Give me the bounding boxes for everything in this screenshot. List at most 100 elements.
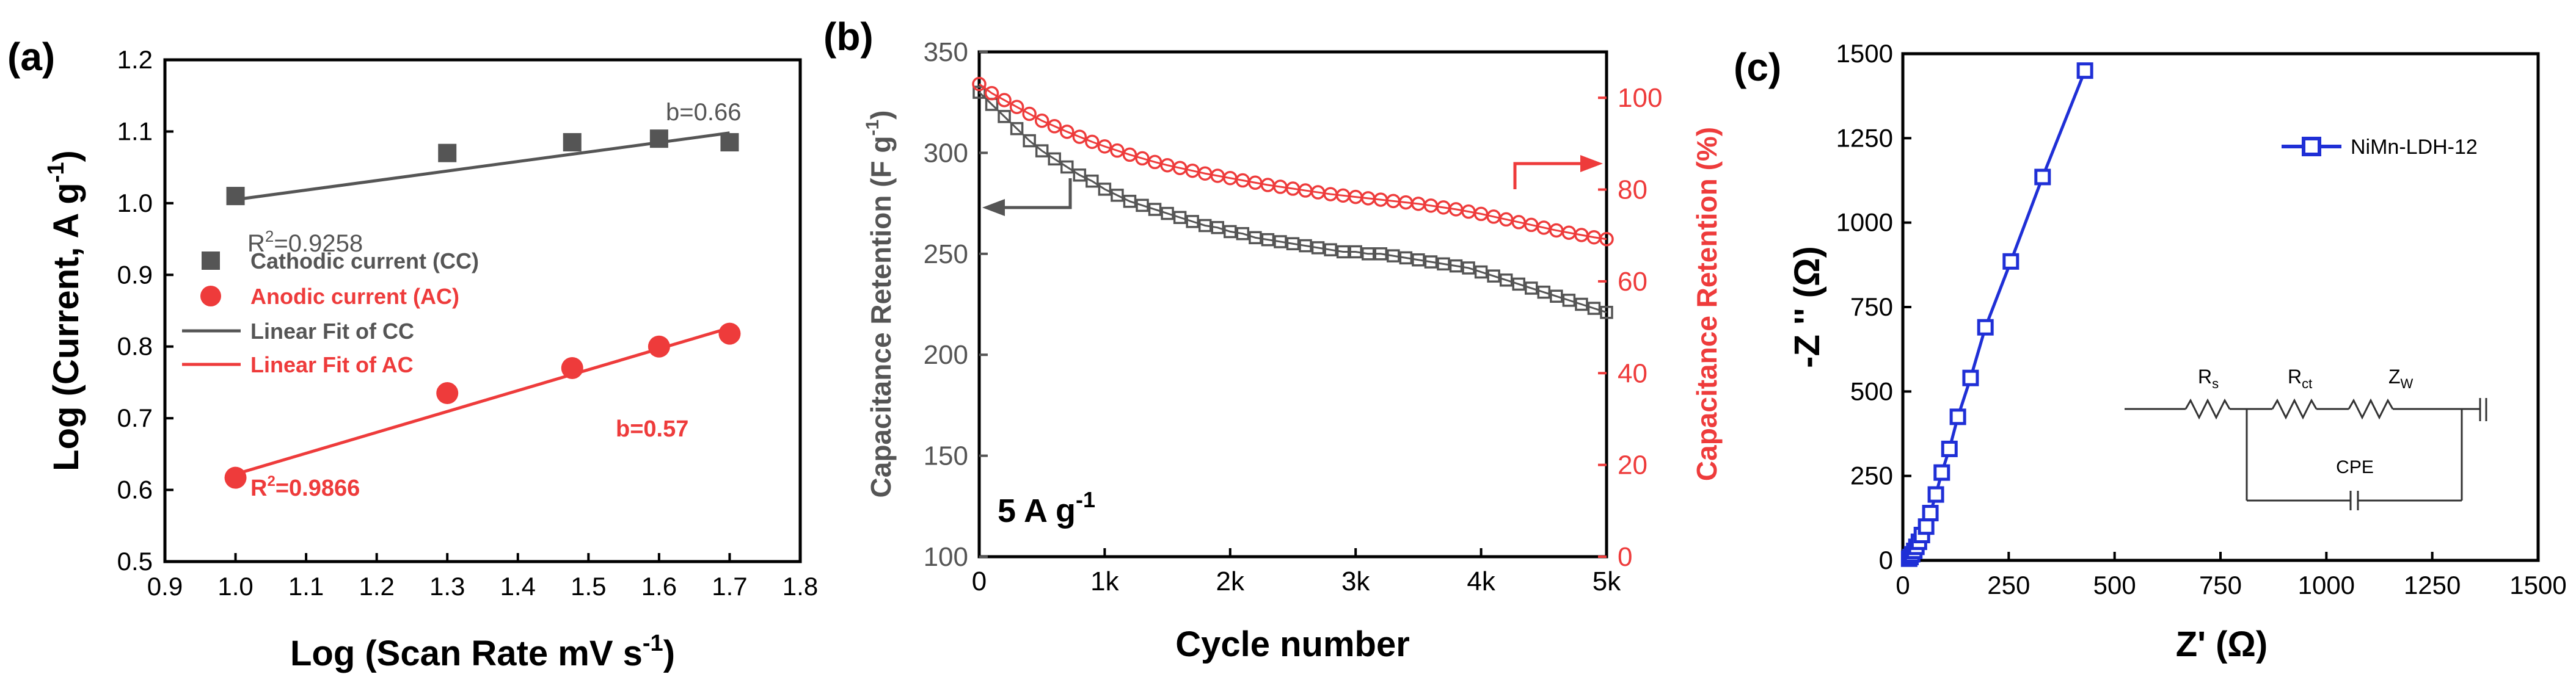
cc-point xyxy=(563,133,582,152)
retention-point xyxy=(1147,154,1162,170)
capacitance-point xyxy=(1048,152,1061,166)
panel-b-left-y-label: Capacitance Retention (F g-1) xyxy=(863,110,897,498)
capacitance-point xyxy=(1136,198,1149,212)
left-y-tick-label: 300 xyxy=(924,138,968,168)
retention-point xyxy=(997,93,1012,107)
panel-b-frame xyxy=(977,50,1608,559)
left-y-tick-label: 250 xyxy=(924,239,968,269)
capacitance-point xyxy=(1512,277,1525,291)
capacitance-point xyxy=(1060,160,1074,174)
retention-point xyxy=(1085,134,1100,150)
capacitance-point xyxy=(1575,297,1588,311)
right-axis-arrow xyxy=(1513,155,1603,189)
y-tick-label: 0 xyxy=(1879,546,1893,574)
circuit-rs-label: Rs xyxy=(2198,366,2219,391)
panel-c-y-axis: 0 250 500 750 1000 1250 1500 xyxy=(1836,39,1911,574)
panel-a-x-axis: 0.9 1.0 1.1 1.2 1.3 1.4 1.5 1.6 1.7 1.8 xyxy=(147,553,818,601)
y-tick-label: 1250 xyxy=(1836,123,1893,152)
panel-b-left-axis: 100 150 200 250 300 350 xyxy=(924,37,988,572)
capacitance-point xyxy=(1236,226,1250,241)
capacitance-point xyxy=(1123,195,1137,208)
legend-ac-fit-label: Linear Fit of AC xyxy=(250,352,414,377)
capacitance-point xyxy=(1311,241,1325,255)
cc-point xyxy=(226,187,245,206)
cc-b-label: b=0.66 xyxy=(666,99,741,126)
nyquist-point xyxy=(1977,319,1994,336)
panel-b-right-axis: 0 20 40 60 80 100 xyxy=(1598,83,1662,572)
ac-point xyxy=(224,466,247,489)
capacitance-point xyxy=(1387,249,1400,262)
nyquist-point xyxy=(2002,253,2020,270)
capacitance-point xyxy=(1186,215,1199,228)
retention-point xyxy=(1097,139,1112,154)
x-tick-label: 0 xyxy=(972,566,987,596)
left-y-tick-label: 150 xyxy=(924,441,968,471)
y-tick-label: 500 xyxy=(1850,377,1893,405)
capacitance-point xyxy=(1098,183,1112,196)
left-axis-arrow xyxy=(982,178,1072,216)
capacitance-point xyxy=(1374,247,1388,261)
capacitance-point xyxy=(1211,221,1225,234)
capacitance-point xyxy=(1587,302,1601,315)
capacitance-point xyxy=(1537,285,1551,299)
nyquist-point xyxy=(1927,486,1944,503)
capacitance-point xyxy=(1173,211,1187,225)
circuit-cpe-label: CPE xyxy=(2336,457,2374,477)
y-tick-label: 1000 xyxy=(1836,208,1893,237)
ac-r2-label: R2=0.9866 xyxy=(250,473,360,501)
retention-point xyxy=(1009,99,1024,114)
nyquist-point xyxy=(1962,369,1979,386)
capacitance-point xyxy=(1324,243,1337,256)
capacitance-point xyxy=(1525,281,1538,295)
retention-point xyxy=(1072,129,1087,144)
x-tick-label: 1.7 xyxy=(712,572,747,601)
y-tick-label: 1.0 xyxy=(117,189,153,217)
x-tick-label: 1.3 xyxy=(429,572,465,601)
nyquist-point xyxy=(1917,518,1935,535)
y-tick-label: 0.8 xyxy=(117,332,153,361)
panel-a-legend: Cathodic current (CC) Anodic current (AC… xyxy=(182,248,479,377)
right-y-tick-label: 100 xyxy=(1618,83,1662,113)
capacitance-point xyxy=(1261,233,1275,247)
cc-point xyxy=(649,129,668,148)
cc-point xyxy=(720,133,739,152)
x-tick-label: 1000 xyxy=(2298,571,2355,599)
panel-a-label: (a) xyxy=(7,35,55,79)
panel-b-chart: (b) 0 1k 2k 3k 4k 5k 100 150 200 250 300 350 0 20 40… xyxy=(823,15,1723,664)
legend-ac-label: Anodic current (AC) xyxy=(250,284,459,309)
cc-fit-line xyxy=(235,131,730,201)
capacitance-point xyxy=(1349,245,1362,259)
right-y-tick-label: 40 xyxy=(1618,358,1647,388)
x-tick-label: 750 xyxy=(2199,571,2242,599)
nyquist-point xyxy=(1941,440,1958,457)
y-tick-label: 250 xyxy=(1850,461,1893,490)
panel-c-label: (c) xyxy=(1734,45,1781,89)
panel-a-y-label: Log (Current, A g-1) xyxy=(43,150,86,471)
left-y-tick-label: 100 xyxy=(924,542,968,572)
nyquist-point xyxy=(1949,408,1966,425)
legend-cc-fit-label: Linear Fit of CC xyxy=(250,319,414,344)
panel-b-label: (b) xyxy=(823,15,874,59)
capacitance-point xyxy=(1148,203,1162,216)
right-y-tick-label: 20 xyxy=(1618,450,1647,480)
y-tick-label: 1.1 xyxy=(117,117,153,145)
cc-point xyxy=(438,143,457,162)
capacitance-point xyxy=(1562,294,1576,307)
capacitance-point xyxy=(1286,237,1300,251)
retention-point xyxy=(1110,143,1125,158)
capacitance-point xyxy=(1412,253,1425,267)
legend-nimn-label: NiMn-LDH-12 xyxy=(2351,136,2478,159)
y-tick-label: 0.5 xyxy=(117,547,153,576)
legend-cc-label: Cathodic current (CC) xyxy=(250,248,479,273)
left-y-tick-label: 200 xyxy=(924,340,968,370)
panel-a-frame xyxy=(163,58,802,563)
capacitance-point xyxy=(998,110,1011,123)
x-tick-label: 500 xyxy=(2093,571,2136,599)
panel-c-frame xyxy=(1901,52,2540,562)
capacitance-point xyxy=(1224,225,1237,239)
panel-a-x-label: Log (Scan Rate mV s-1) xyxy=(290,631,675,673)
circuit-zw-label: ZW xyxy=(2388,366,2414,391)
x-tick-label: 0.9 xyxy=(147,572,183,601)
x-tick-label: 1.8 xyxy=(783,572,818,601)
retention-point xyxy=(1047,119,1062,134)
